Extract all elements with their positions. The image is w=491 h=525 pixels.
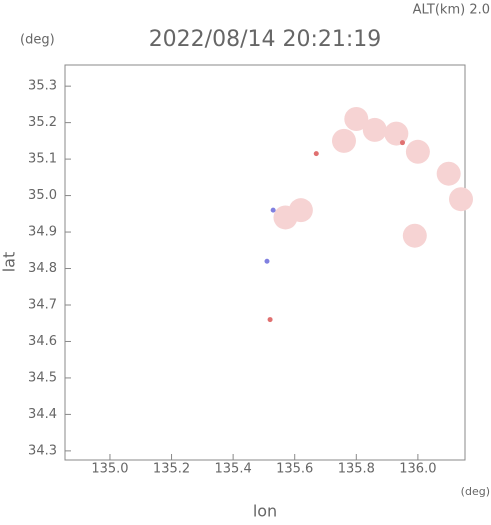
echo-point <box>267 317 273 323</box>
x-tick-label: 135.2 <box>153 462 190 477</box>
echo-point <box>331 128 356 153</box>
x-tick-label: 135.0 <box>91 462 128 477</box>
echo-point <box>313 151 319 157</box>
y-tick-label: 35.1 <box>28 152 57 167</box>
y-tick-label: 34.9 <box>28 225 57 240</box>
y-unit: (deg) <box>20 33 55 48</box>
y-tick-label: 34.7 <box>28 297 57 312</box>
altitude: ALT(km) 2.0 <box>413 3 490 18</box>
echo-point <box>436 161 461 186</box>
y-tick-label: 34.3 <box>28 443 57 458</box>
x-axis-label: lon <box>253 502 277 521</box>
y-tick-label: 34.8 <box>28 261 57 276</box>
y-axis-label: lat <box>0 252 19 273</box>
echo-point <box>405 139 430 164</box>
echo-point <box>273 205 298 230</box>
x-tick-label: 135.8 <box>338 462 375 477</box>
echo-point <box>270 207 276 213</box>
chart-title: 2022/08/14 20:21:19 <box>149 27 382 52</box>
echo-point <box>362 117 387 142</box>
plot-frame <box>64 64 466 461</box>
echo-point <box>448 187 473 212</box>
x-tick-label: 135.4 <box>215 462 252 477</box>
y-tick-label: 35.2 <box>28 115 57 130</box>
echo-point <box>264 258 270 264</box>
y-tick-label: 35.0 <box>28 188 57 203</box>
y-tick-label: 34.4 <box>28 407 57 422</box>
echo-point <box>344 106 369 131</box>
x-tick-label: 135.6 <box>276 462 313 477</box>
x-tick-label: 136.0 <box>399 462 436 477</box>
echo-point <box>399 140 405 146</box>
echo-point <box>402 223 427 248</box>
y-tick-label: 35.3 <box>28 79 57 94</box>
echo-point <box>384 121 409 146</box>
y-tick-label: 34.6 <box>28 334 57 349</box>
x-unit: (deg) <box>461 485 490 498</box>
y-tick-label: 34.5 <box>28 370 57 385</box>
